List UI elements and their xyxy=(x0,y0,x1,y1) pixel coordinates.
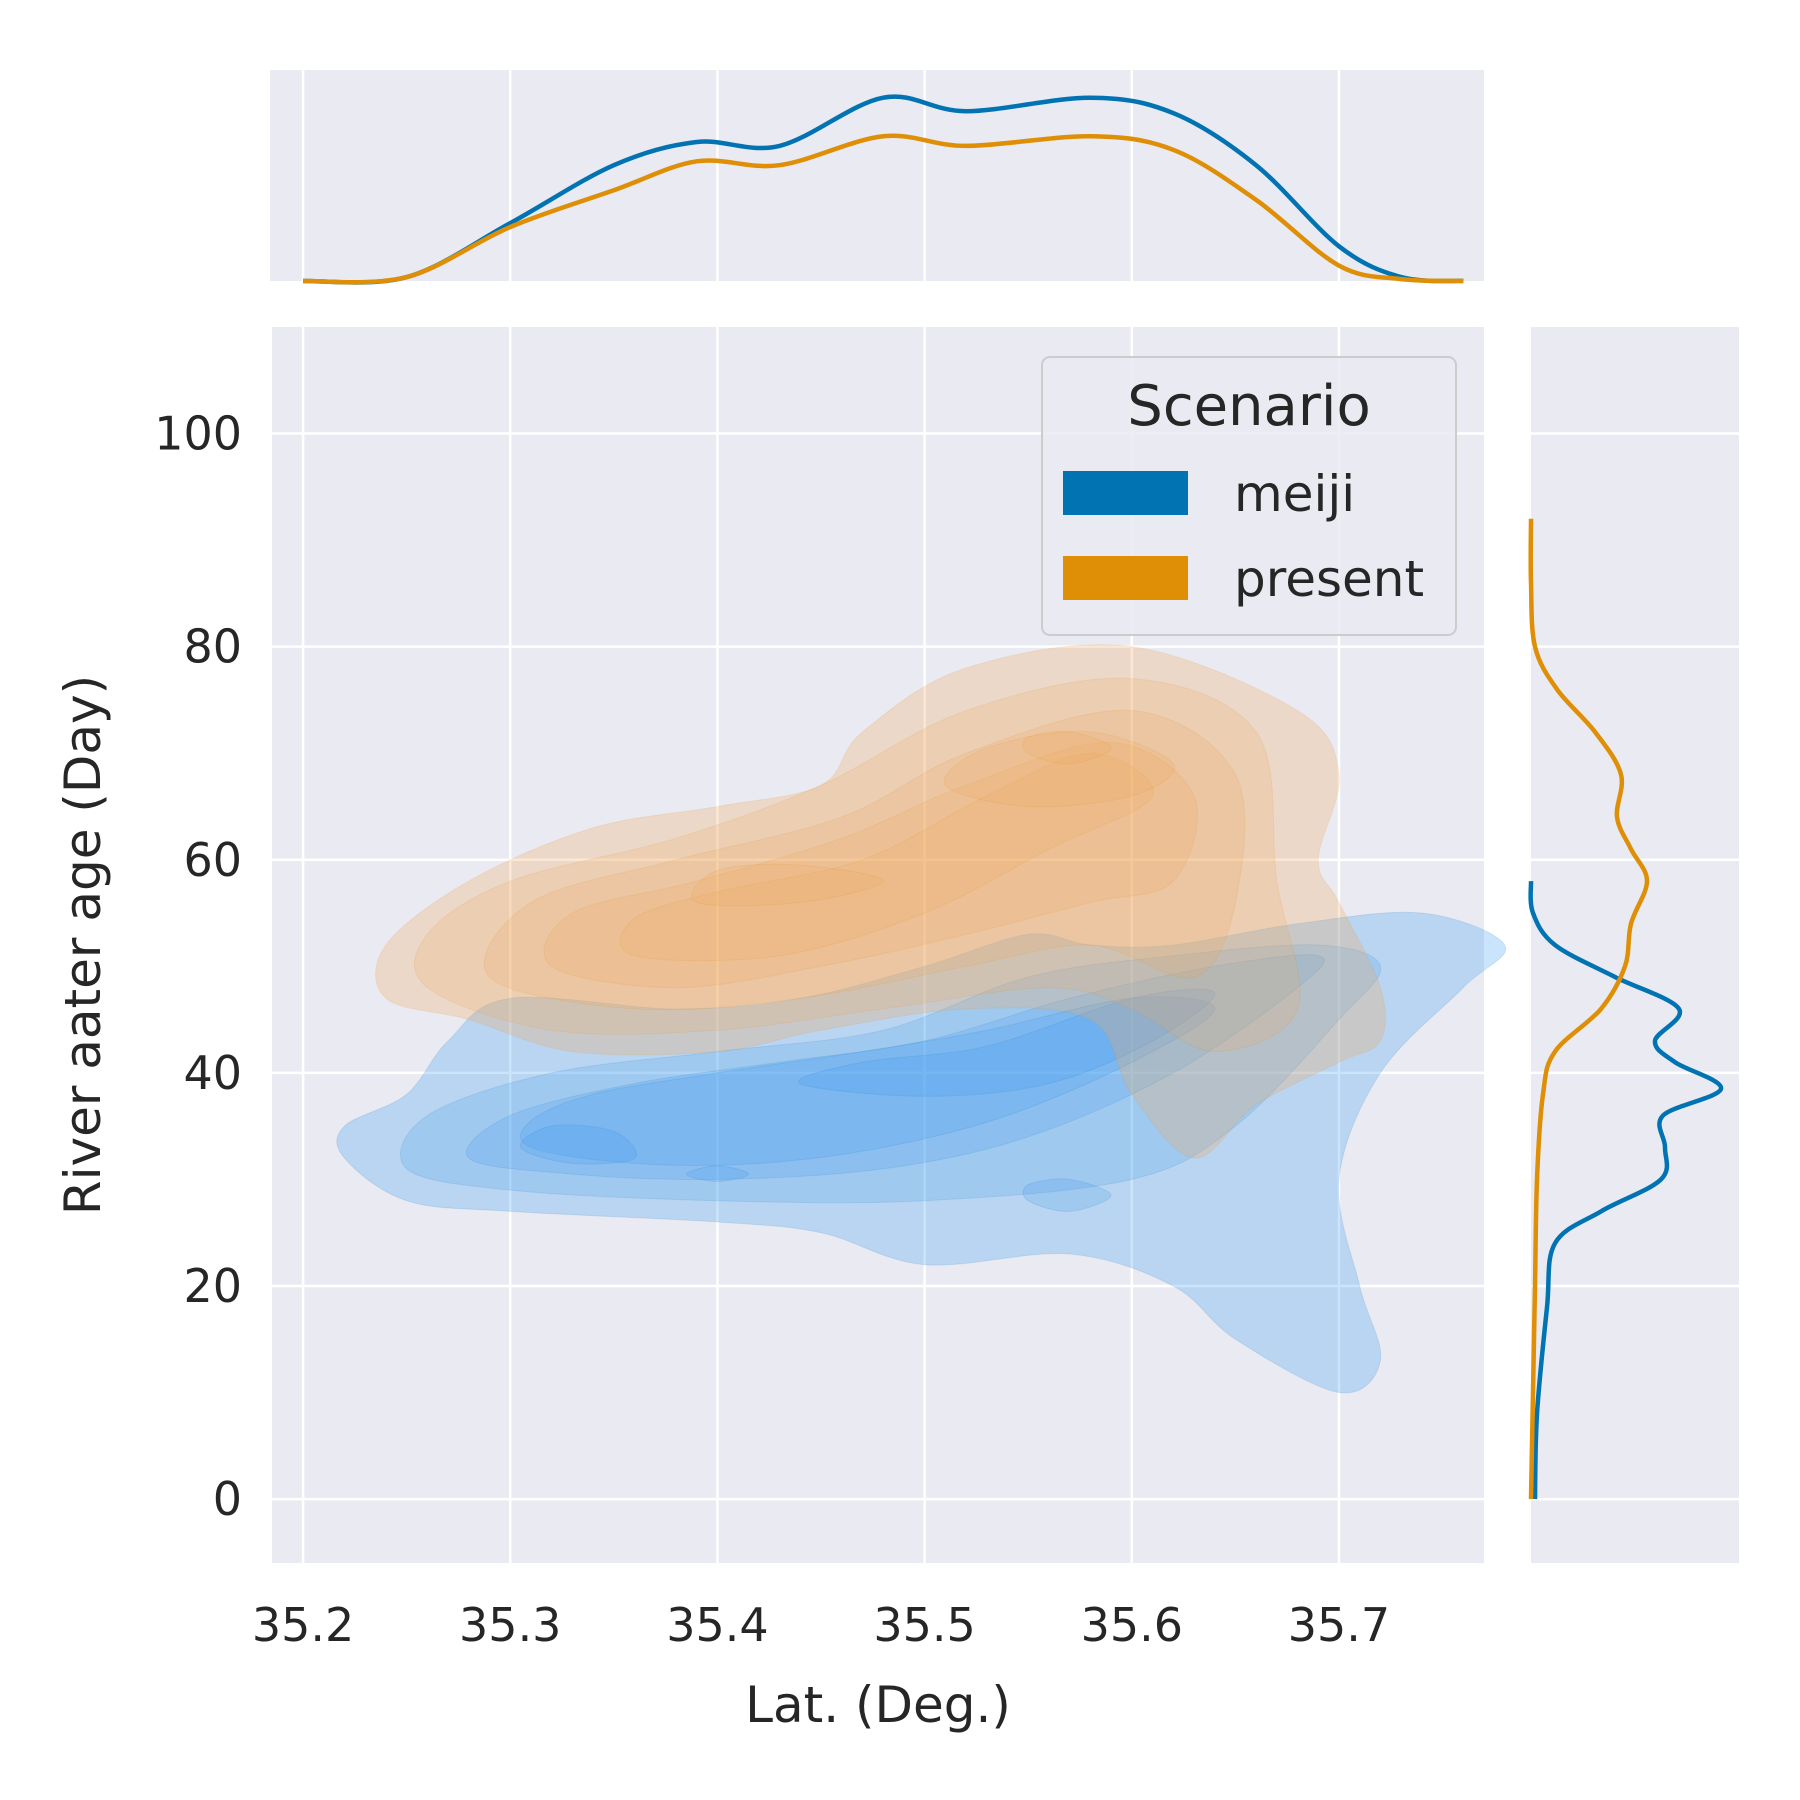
x-tick-label: 35.6 xyxy=(1081,1598,1183,1652)
x-tick-label: 35.4 xyxy=(666,1598,768,1652)
y-tick-label: 40 xyxy=(183,1046,242,1100)
x-tick-label: 35.2 xyxy=(252,1598,354,1652)
kde-contour-present xyxy=(543,742,1198,989)
kde-series-meiji xyxy=(336,911,1507,1394)
y-tick-label: 100 xyxy=(154,407,242,461)
y-tick-label: 20 xyxy=(183,1259,242,1313)
top-marginal-curve-present xyxy=(303,133,1464,285)
y-tick-label: 60 xyxy=(183,833,242,887)
legend-label-meiji: meiji xyxy=(1234,465,1355,523)
kde-contour-present xyxy=(1022,730,1112,765)
kde-contour-present xyxy=(375,644,1387,1159)
kde-contour-meiji xyxy=(466,954,1325,1181)
top-marginal-background xyxy=(270,70,1484,281)
kde-series-present xyxy=(375,644,1387,1159)
kde-contour-meiji xyxy=(1022,1178,1112,1212)
kde-contour-meiji xyxy=(520,996,1216,1166)
legend: Scenario meiji present xyxy=(1041,356,1457,636)
x-tick-label: 35.5 xyxy=(873,1598,975,1652)
x-tick-label: 35.7 xyxy=(1288,1598,1390,1652)
legend-title: Scenario xyxy=(1127,374,1370,439)
kde-contour-meiji xyxy=(519,1124,637,1165)
y-tick-label: 0 xyxy=(213,1472,242,1526)
legend-swatch-present xyxy=(1063,556,1188,600)
kde-contour-present xyxy=(691,863,884,907)
top-marginal-curve-meiji xyxy=(303,94,1464,285)
y-axis-label: River aater age (Day) xyxy=(54,675,112,1215)
kde-contour-present xyxy=(619,752,1154,962)
kde-contour-meiji xyxy=(798,988,1216,1097)
kde-contour-meiji xyxy=(336,911,1507,1394)
x-axis-label: Lat. (Deg.) xyxy=(745,1676,1011,1734)
x-tick-label: 35.3 xyxy=(459,1598,561,1652)
kde-contour-present xyxy=(943,730,1175,808)
right-marginal-curve-present xyxy=(1528,518,1650,1500)
legend-label-present: present xyxy=(1234,550,1424,608)
main-grid xyxy=(272,327,1484,1563)
kde-contour-meiji xyxy=(685,1165,750,1183)
kde-contour-meiji xyxy=(400,944,1382,1204)
x-tick-labels: 35.2 35.3 35.4 35.5 35.6 35.7 xyxy=(252,1598,1390,1652)
top-marginal-grid xyxy=(301,70,1341,281)
legend-swatch-meiji xyxy=(1063,471,1188,515)
kde-contour-layers xyxy=(336,644,1507,1394)
kde-contour-present xyxy=(483,709,1246,1011)
y-tick-label: 80 xyxy=(183,620,242,674)
right-marginal-background xyxy=(1531,327,1739,1563)
right-marginal-curves xyxy=(1528,518,1724,1500)
right-marginal-curve-meiji xyxy=(1528,880,1724,1500)
kde-contour-present xyxy=(413,677,1301,1053)
top-marginal-curves xyxy=(303,94,1464,285)
y-tick-labels: 0 20 40 60 80 100 xyxy=(154,407,242,1527)
